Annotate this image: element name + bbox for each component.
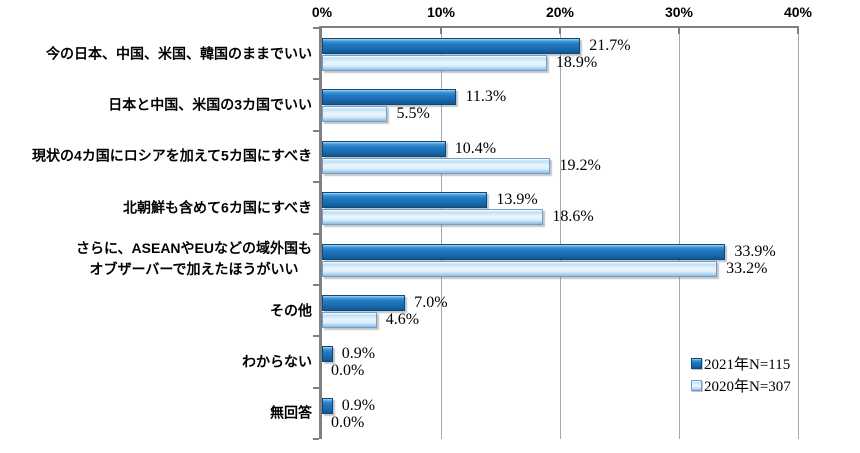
bar-2020 [322, 209, 544, 226]
y-axis-tick [313, 283, 319, 286]
value-label: 13.9% [496, 191, 538, 209]
x-axis-tick-label: 40% [783, 4, 813, 20]
category-label: さらに、ASEANやEUなどの域外国も オブザーバーで加えたほうがいい [75, 240, 312, 278]
x-axis-tick-label: 0% [311, 4, 333, 20]
legend-label-2020: 2020年N=307 [704, 378, 791, 395]
value-label: 4.6% [385, 310, 420, 328]
y-axis-tick [313, 181, 319, 184]
x-axis-line [319, 26, 799, 28]
bar-2020 [322, 106, 388, 123]
value-label: 19.2% [559, 156, 601, 174]
gridline [559, 28, 561, 439]
bar-2021 [322, 89, 457, 106]
legend: 2021年N=115 2020年N=307 [691, 352, 791, 396]
x-axis-tick-label: 10% [426, 4, 456, 20]
value-label: 0.9% [341, 396, 376, 414]
y-axis-tick [313, 78, 319, 81]
value-label: 0.0% [331, 413, 365, 431]
bar-2021 [322, 294, 406, 311]
value-label: 18.6% [552, 208, 594, 226]
bar-2020 [322, 157, 551, 174]
bar-2021 [322, 192, 488, 209]
bar-2021 [322, 38, 581, 54]
value-label: 7.0% [414, 293, 448, 311]
y-axis-tick [313, 27, 319, 29]
y-axis-tick [313, 129, 319, 132]
bar-2021 [322, 140, 446, 157]
category-label: 北朝鮮も含めて6カ国にすべき [123, 199, 312, 216]
bar-2021 [322, 346, 333, 363]
category-label: その他 [270, 302, 312, 319]
gridline [678, 28, 680, 439]
value-label: 11.3% [465, 88, 507, 106]
gridline [797, 28, 799, 439]
x-axis-tick-label: 20% [545, 4, 575, 20]
bar-2020 [322, 311, 377, 328]
y-axis-tick [313, 386, 319, 389]
value-label: 5.5% [396, 105, 430, 123]
bar-2021 [322, 397, 333, 414]
bar-2020 [322, 55, 547, 71]
bar-2020 [322, 260, 718, 277]
value-label: 33.2% [726, 259, 768, 277]
x-axis-tick-label: 30% [664, 4, 694, 20]
category-label: 無回答 [270, 404, 312, 421]
legend-swatch-2020 [691, 379, 702, 391]
value-label: 33.9% [734, 242, 776, 260]
y-axis-line [319, 26, 322, 439]
y-axis-tick [313, 232, 319, 235]
category-label: 日本と中国、米国の3カ国でいい [108, 96, 312, 113]
x-axis-tick [440, 28, 442, 34]
x-axis-tick [559, 28, 561, 34]
value-label: 18.9% [555, 54, 598, 71]
y-axis-tick [313, 335, 319, 338]
category-label: 現状の4カ国にロシアを加えて5カ国にすべき [31, 147, 312, 164]
value-label: 0.9% [341, 345, 376, 363]
category-label: 今の日本、中国、米国、韓国のままでいい [46, 45, 312, 62]
value-label: 0.0% [331, 362, 365, 380]
bar-2021 [322, 243, 726, 260]
x-axis-tick [678, 28, 680, 34]
gridline [440, 28, 442, 439]
x-axis-tick [797, 28, 799, 34]
legend-swatch-2021 [691, 357, 702, 369]
legend-item-2020: 2020年N=307 [691, 374, 791, 396]
legend-item-2021: 2021年N=115 [691, 352, 791, 374]
value-label: 10.4% [454, 139, 497, 157]
y-axis-tick [313, 438, 319, 440]
legend-label-2021: 2021年N=115 [704, 356, 791, 373]
value-label: 21.7% [589, 37, 631, 54]
category-label: わからない [242, 353, 312, 370]
